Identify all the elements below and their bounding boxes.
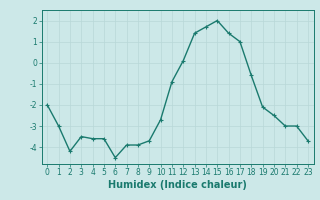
X-axis label: Humidex (Indice chaleur): Humidex (Indice chaleur) (108, 180, 247, 190)
